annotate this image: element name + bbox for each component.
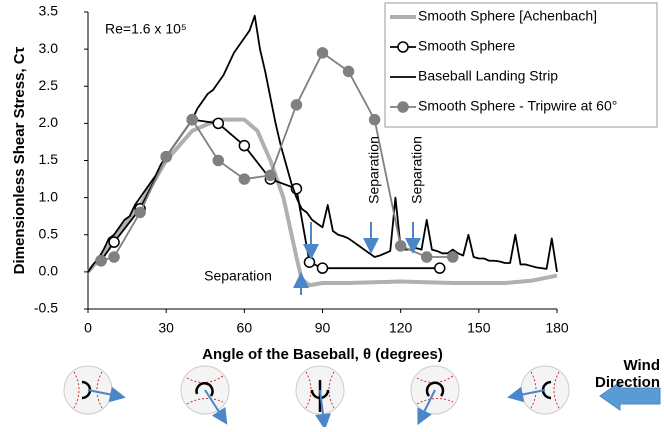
series-line <box>100 118 440 270</box>
annotation: Separation <box>366 136 382 204</box>
annotation: Separation <box>204 268 272 284</box>
wind-label: Direction <box>595 374 660 391</box>
legend-label: Smooth Sphere [Achenbach] <box>418 8 597 24</box>
data-point <box>134 206 146 219</box>
x-tick-label: 60 <box>237 320 253 336</box>
x-tick-label: 150 <box>467 320 491 336</box>
separation-arrows <box>293 222 421 295</box>
data-point <box>160 151 172 163</box>
data-point <box>108 251 120 263</box>
y-tick-label: 3.5 <box>39 3 59 19</box>
data-point <box>447 251 459 263</box>
annotation: Separation <box>409 136 425 204</box>
y-tick-label: 3.0 <box>39 40 59 56</box>
data-point <box>420 251 433 263</box>
y-axis-label: Dimensionless Shear Stress, Cτ <box>11 46 28 274</box>
legend: Smooth Sphere [Achenbach] Smooth Sphere Ba… <box>384 2 658 128</box>
legend-label: Smooth Sphere - Tripwire at 60° <box>418 98 617 114</box>
data-point <box>368 113 381 126</box>
x-tick-label: 120 <box>389 320 413 336</box>
data-point <box>394 240 407 252</box>
x-tick-label: 180 <box>545 320 569 336</box>
legend-box <box>384 2 658 128</box>
x-axis-label: Angle of the Baseball, θ (degrees) <box>202 346 443 363</box>
data-point <box>342 65 355 78</box>
data-point <box>95 254 107 267</box>
annotation: Re=1.6 x 10⁵ <box>105 21 187 37</box>
wind-label: Wind <box>623 357 660 374</box>
x-tick-label: 90 <box>315 320 331 336</box>
baseball-icons <box>63 365 661 430</box>
y-tick-label: 1.0 <box>39 188 59 204</box>
legend-label: Baseball Landing Strip <box>418 68 558 84</box>
y-tick-label: -0.5 <box>34 300 58 316</box>
data-point <box>316 262 329 274</box>
data-point <box>212 117 225 130</box>
data-point <box>212 154 225 167</box>
data-point <box>238 173 251 185</box>
x-tick-label: 0 <box>84 320 92 336</box>
legend-marker <box>397 101 409 113</box>
y-tick-label: 1.5 <box>39 151 59 167</box>
data-point <box>316 47 329 59</box>
data-point <box>434 262 446 274</box>
data-point <box>303 256 316 268</box>
x-tick-label: 30 <box>158 320 174 336</box>
y-tick-label: 0.5 <box>39 225 59 241</box>
legend-label: Smooth Sphere <box>418 38 515 54</box>
legend-marker <box>397 41 409 53</box>
y-tick-label: 2.0 <box>39 114 59 130</box>
data-point <box>108 236 120 248</box>
data-point <box>238 139 251 152</box>
data-point <box>264 169 277 182</box>
data-point <box>186 113 198 126</box>
data-point <box>290 99 303 111</box>
y-tick-label: 0.0 <box>39 263 59 279</box>
y-tick-label: 2.5 <box>39 77 59 93</box>
